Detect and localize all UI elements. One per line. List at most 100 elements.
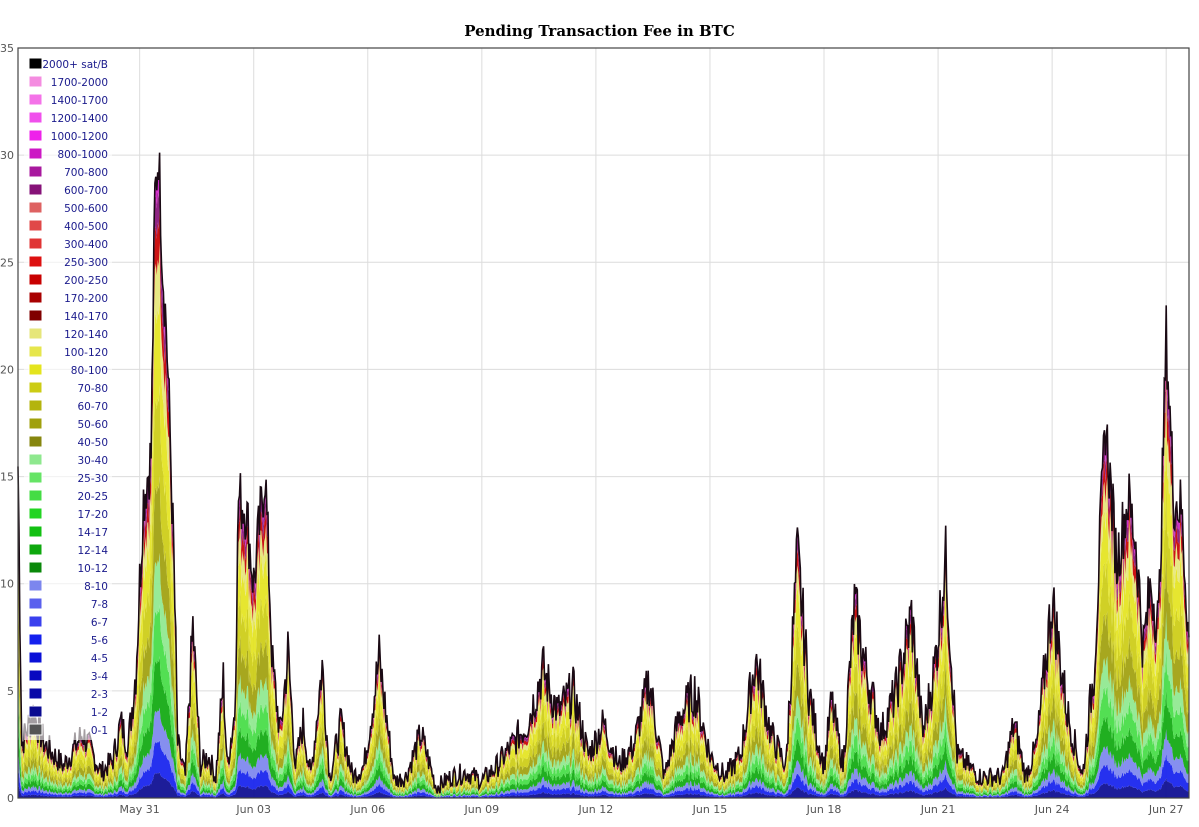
legend-swatch[interactable] (28, 93, 43, 106)
legend-swatch[interactable] (28, 615, 43, 628)
legend-swatch[interactable] (28, 543, 43, 556)
legend-swatch[interactable] (28, 723, 43, 736)
x-tick-label: Jun 21 (920, 803, 956, 816)
band-1-2 (18, 772, 1189, 798)
legend-label[interactable]: 70-80 (77, 383, 108, 395)
legend-swatch[interactable] (28, 669, 43, 682)
plot-border (17, 47, 1190, 799)
legend-swatch[interactable] (28, 129, 43, 142)
legend-swatch[interactable] (28, 165, 43, 178)
legend-label[interactable]: 200-250 (64, 275, 108, 287)
y-tick-label: 20 (0, 363, 14, 376)
legend-swatch[interactable] (28, 327, 43, 340)
legend-label[interactable]: 4-5 (91, 653, 108, 665)
x-tick-label: Jun 09 (463, 803, 499, 816)
y-tick-label: 5 (7, 685, 14, 698)
x-tick-label: Jun 24 (1034, 803, 1070, 816)
legend-swatch[interactable] (28, 399, 43, 412)
legend-swatch[interactable] (28, 525, 43, 538)
legend-swatch[interactable] (28, 345, 43, 358)
x-tick-label: Jun 15 (692, 803, 728, 816)
legend-swatch[interactable] (28, 57, 43, 70)
x-tick-label: May 31 (120, 803, 160, 816)
legend-swatch[interactable] (28, 561, 43, 574)
legend-swatch[interactable] (28, 273, 43, 286)
legend-label[interactable]: 500-600 (64, 203, 108, 215)
legend-swatch[interactable] (28, 687, 43, 700)
legend-label[interactable]: 250-300 (64, 257, 108, 269)
legend-swatch[interactable] (28, 111, 43, 124)
legend-label[interactable]: 7-8 (91, 599, 108, 611)
band-5-6 (18, 739, 1189, 798)
x-tick-label: Jun 03 (235, 803, 271, 816)
legend-swatch[interactable] (28, 237, 43, 250)
legend-label[interactable]: 1-2 (91, 707, 108, 719)
legend-swatch[interactable] (28, 255, 43, 268)
legend-label[interactable]: 1200-1400 (51, 113, 108, 125)
x-tick-label: Jun 06 (349, 803, 385, 816)
y-tick-label: 30 (0, 149, 14, 162)
legend-label[interactable]: 10-12 (77, 563, 108, 575)
legend-label[interactable]: 300-400 (64, 239, 108, 251)
legend-label[interactable]: 1000-1200 (51, 131, 108, 143)
legend-label[interactable]: 30-40 (77, 455, 108, 467)
legend-swatch[interactable] (28, 363, 43, 376)
legend-label[interactable]: 1400-1700 (51, 95, 108, 107)
legend-label[interactable]: 100-120 (64, 347, 108, 359)
legend-swatch[interactable] (28, 291, 43, 304)
legend-swatch[interactable] (28, 579, 43, 592)
legend-label[interactable]: 170-200 (64, 293, 108, 305)
legend-label[interactable]: 140-170 (64, 311, 108, 323)
legend-swatch[interactable] (28, 705, 43, 718)
legend-label[interactable]: 400-500 (64, 221, 108, 233)
legend-label[interactable]: 40-50 (77, 437, 108, 449)
legend-swatch[interactable] (28, 201, 43, 214)
stacked-areas (18, 152, 1189, 798)
legend-label[interactable]: 600-700 (64, 185, 108, 197)
legend-label[interactable]: 3-4 (91, 671, 108, 683)
y-tick-label: 10 (0, 578, 14, 591)
legend-swatch[interactable] (28, 309, 43, 322)
legend-label[interactable]: 2000+ sat/B (42, 59, 108, 71)
legend-swatch[interactable] (28, 597, 43, 610)
legend-label[interactable]: 25-30 (77, 473, 108, 485)
legend-label[interactable]: 2-3 (91, 689, 108, 701)
legend-label[interactable]: 17-20 (77, 509, 108, 521)
legend-swatch[interactable] (28, 471, 43, 484)
legend-label[interactable]: 800-1000 (57, 149, 108, 161)
series-line-2000-plus (17, 152, 1190, 794)
legend-label[interactable]: 120-140 (64, 329, 108, 341)
y-tick-label: 25 (0, 256, 14, 269)
legend-swatch[interactable] (28, 381, 43, 394)
legend[interactable]: 2000+ sat/B 1700-2000 1400-1700 1200-1400 10… (24, 54, 112, 740)
legend-swatch[interactable] (28, 489, 43, 502)
legend-label[interactable]: 14-17 (77, 527, 108, 539)
legend-label[interactable]: 5-6 (91, 635, 108, 647)
legend-swatch[interactable] (28, 507, 43, 520)
total-line (17, 152, 1190, 794)
legend-swatch[interactable] (28, 651, 43, 664)
legend-swatch[interactable] (28, 633, 43, 646)
chart-title: Pending Transaction Fee in BTC (464, 22, 735, 40)
legend-swatch[interactable] (28, 75, 43, 88)
y-tick-label: 35 (0, 42, 14, 55)
legend-swatch[interactable] (28, 453, 43, 466)
legend-label[interactable]: 20-25 (77, 491, 108, 503)
legend-label[interactable]: 700-800 (64, 167, 108, 179)
legend-label[interactable]: 12-14 (77, 545, 108, 557)
legend-label[interactable]: 80-100 (71, 365, 108, 377)
legend-label[interactable]: 60-70 (77, 401, 108, 413)
legend-label[interactable]: 0-1 (91, 725, 108, 737)
x-tick-label: Jun 12 (578, 803, 614, 816)
legend-swatch[interactable] (28, 147, 43, 160)
legend-swatch[interactable] (28, 435, 43, 448)
legend-swatch[interactable] (28, 417, 43, 430)
legend-label[interactable]: 6-7 (91, 617, 108, 629)
legend-swatch[interactable] (28, 219, 43, 232)
legend-swatch[interactable] (28, 183, 43, 196)
legend-label[interactable]: 8-10 (84, 581, 108, 593)
legend-label[interactable]: 1700-2000 (51, 77, 108, 89)
plot-frame (17, 47, 1190, 799)
legend-label[interactable]: 50-60 (77, 419, 108, 431)
